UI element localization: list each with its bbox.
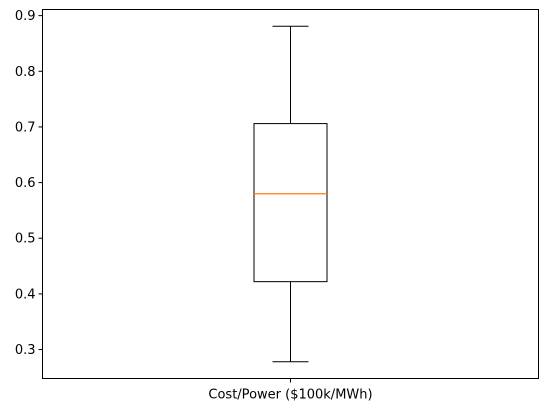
y-tick-label: 0.3 — [15, 343, 36, 358]
plot-frame — [42, 9, 539, 379]
plot-area — [253, 25, 328, 363]
y-tick-label: 0.8 — [15, 65, 36, 80]
y-tick-label: 0.7 — [15, 120, 36, 135]
y-tick-label: 0.4 — [15, 287, 36, 302]
y-axis: 0.3 0.4 0.5 0.6 0.7 0.8 0.9 — [15, 9, 43, 358]
iqr-box — [253, 123, 328, 283]
y-tick-label: 0.5 — [15, 232, 36, 247]
x-axis: Cost/Power ($100k/MWh) — [208, 378, 373, 403]
x-tick-label: Cost/Power ($100k/MWh) — [208, 388, 372, 403]
y-tick-label: 0.6 — [15, 176, 36, 191]
y-tick-label: 0.9 — [15, 9, 36, 24]
